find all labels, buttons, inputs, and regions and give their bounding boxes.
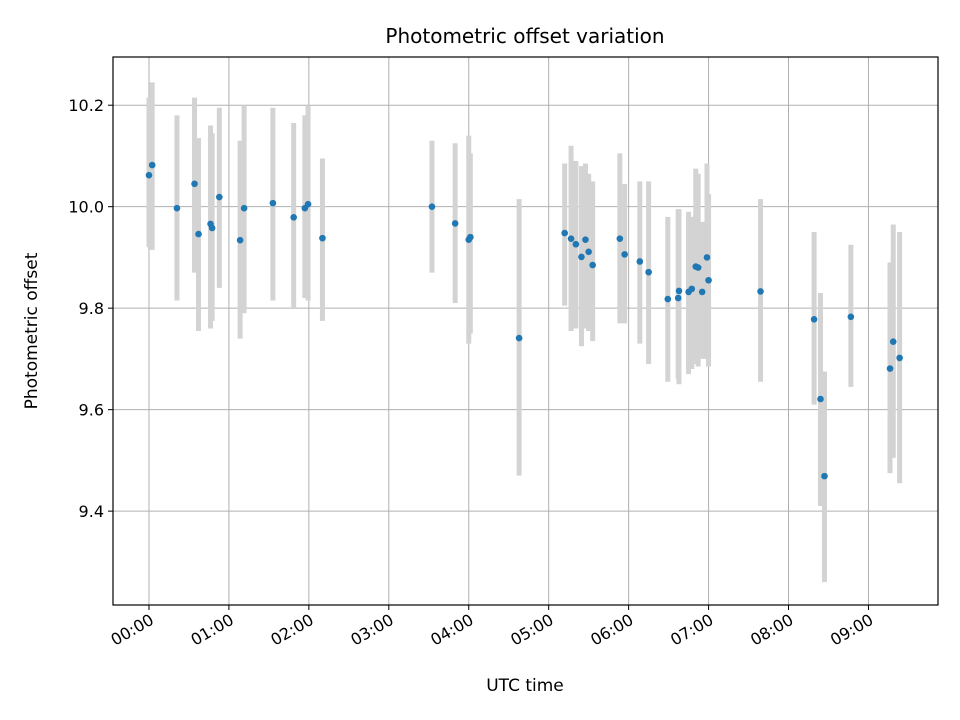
data-point (889, 338, 897, 345)
data-point (269, 199, 277, 207)
data-point (817, 395, 824, 403)
y-tick-label: 10.2 (68, 96, 104, 115)
data-point (304, 200, 312, 208)
data-point (664, 295, 672, 303)
data-point (582, 236, 589, 243)
data-point (572, 240, 580, 248)
data-point (428, 203, 436, 210)
data-point (578, 253, 585, 261)
data-point (240, 204, 248, 212)
data-point (173, 204, 181, 212)
data-point (636, 258, 644, 265)
data-point (688, 285, 696, 293)
data-point (645, 268, 652, 276)
y-tick-label: 9.4 (79, 502, 104, 521)
y-tick-label: 10.0 (68, 198, 104, 217)
data-point (616, 235, 624, 242)
data-point (694, 264, 702, 271)
data-points (145, 161, 903, 480)
data-point (703, 254, 711, 261)
data-point (515, 334, 523, 342)
y-axis-label: Photometric offset (22, 252, 42, 409)
data-point (621, 251, 628, 258)
data-point (886, 365, 894, 372)
data-point (561, 229, 568, 237)
x-axis-label: UTC time (486, 676, 564, 696)
data-point (705, 276, 712, 284)
data-point (847, 313, 855, 321)
data-point (896, 354, 903, 362)
data-point (216, 193, 223, 201)
data-point (589, 261, 596, 269)
data-point (191, 180, 198, 188)
data-point (319, 234, 326, 242)
data-point (674, 294, 682, 302)
data-point (675, 287, 683, 295)
data-point (451, 220, 459, 227)
y-tick-label: 9.6 (79, 401, 104, 420)
data-point (290, 214, 297, 221)
data-point (236, 236, 244, 244)
data-point (698, 288, 706, 296)
data-point (148, 161, 156, 169)
data-point (467, 233, 474, 241)
data-point (757, 288, 764, 295)
data-point (567, 235, 575, 242)
y-axis-ticks: 9.4 9.6 9.8 10.0 10.2 (68, 96, 113, 521)
data-point (821, 472, 828, 480)
data-point (208, 224, 216, 232)
data-point (195, 230, 202, 238)
data-point (810, 316, 818, 323)
data-point (145, 171, 153, 179)
chart-title: Photometric offset variation (385, 24, 664, 48)
data-point (585, 248, 592, 256)
y-tick-label: 9.8 (79, 299, 104, 318)
plot-frame (112, 56, 939, 606)
